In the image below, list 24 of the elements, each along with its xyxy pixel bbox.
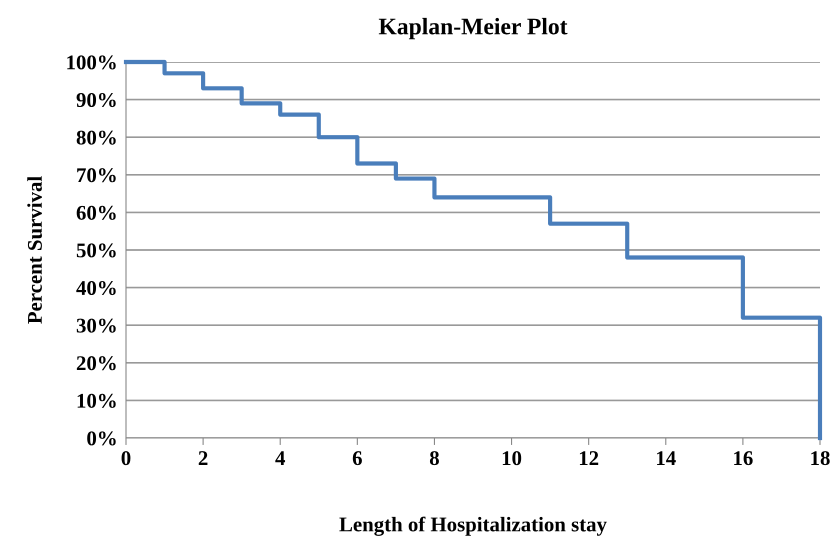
x-tick-label: 12 xyxy=(580,451,598,465)
x-tick-label: 0 xyxy=(122,451,130,466)
y-tick-label: 0% xyxy=(87,431,116,446)
y-tick-label: 90% xyxy=(76,92,116,108)
y-tick-label: 60% xyxy=(76,206,116,220)
y-tick-label: 40% xyxy=(76,280,116,296)
y-axis-title: Percent Survival xyxy=(27,176,42,324)
y-tick-label: 10% xyxy=(78,394,116,408)
y-tick-label: 100% xyxy=(67,55,116,70)
x-tick-label: 2 xyxy=(198,451,208,465)
y-tick-label: 80% xyxy=(76,130,116,145)
x-tick-label: 4 xyxy=(275,451,286,465)
y-tick-label: 50% xyxy=(76,243,116,258)
x-tick-label: 8 xyxy=(430,451,439,466)
x-tick-label: 16 xyxy=(734,451,753,466)
y-tick-label: 30% xyxy=(76,318,116,333)
x-tick-label: 18 xyxy=(811,451,830,466)
y-tick-label: 20% xyxy=(76,356,116,370)
chart-title: Kaplan-Meier Plot xyxy=(378,18,568,40)
x-tick-label: 10 xyxy=(502,451,522,466)
y-tick-label: 70% xyxy=(77,168,116,182)
x-axis-title: Length of Hospitalization stay xyxy=(339,516,607,536)
x-tick-label: 6 xyxy=(352,451,362,466)
x-tick-label: 14 xyxy=(657,451,676,465)
